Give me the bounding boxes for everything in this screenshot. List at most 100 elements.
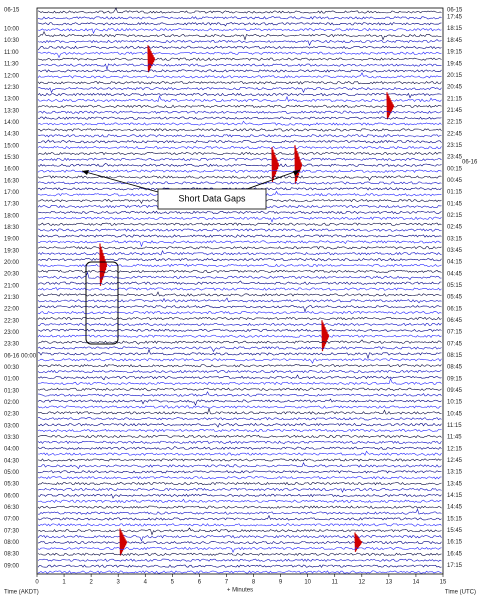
- left-time-label: 05:00: [4, 470, 20, 476]
- right-time-label: 09:45: [447, 388, 463, 394]
- x-tick-label: 6: [198, 580, 202, 586]
- trace: [37, 63, 442, 71]
- right-time-label: 16:45: [447, 551, 463, 557]
- trace: [37, 364, 442, 368]
- left-time-label: 23:30: [4, 342, 20, 348]
- right-time-label: 03:15: [447, 236, 463, 242]
- right-time-label: 03:45: [447, 248, 463, 254]
- left-time-label: 22:00: [4, 307, 20, 313]
- left-time-label: 08:30: [4, 552, 20, 558]
- highlight-box: [85, 261, 119, 345]
- right-time-label: 05:15: [447, 283, 463, 289]
- trace: [37, 398, 442, 406]
- right-time-label: 11:45: [447, 435, 462, 441]
- x-tick-label: 0: [35, 580, 39, 586]
- trace: [37, 564, 442, 568]
- right-time-label: 02:15: [447, 213, 463, 219]
- right-time-label: 09:15: [447, 376, 463, 382]
- right-time-label: 18:15: [447, 26, 463, 32]
- trace: [37, 228, 442, 232]
- trace: [37, 316, 442, 321]
- trace: [37, 269, 442, 273]
- left-time-label: 02:30: [4, 412, 20, 418]
- right-time-label: 07:45: [447, 341, 463, 347]
- trace: [37, 348, 442, 360]
- left-time-label: 11:00: [4, 50, 19, 56]
- trace: [37, 374, 442, 381]
- x-tick-label: 1: [62, 580, 66, 586]
- right-time-label: 04:15: [447, 260, 463, 266]
- x-tick-label: 12: [358, 580, 365, 586]
- right-time-label: 15:15: [447, 516, 463, 522]
- right-date: 06-16: [462, 160, 478, 166]
- trace: [37, 505, 442, 509]
- left-time-label: 18:30: [4, 225, 20, 231]
- arrow: [81, 170, 159, 193]
- left-time-label: 22:30: [4, 318, 20, 324]
- right-time-label: 14:45: [447, 505, 463, 511]
- left-time-label: 14:30: [4, 132, 20, 138]
- right-time-label: 23:15: [447, 143, 463, 149]
- trace: [37, 493, 442, 499]
- trace: [37, 280, 442, 285]
- trace: [37, 346, 442, 353]
- right-time-label: 17:45: [447, 15, 463, 21]
- right-time-label: 01:15: [447, 190, 463, 196]
- right-time-label: 04:45: [447, 271, 463, 277]
- trace: [37, 391, 442, 397]
- trace: [37, 417, 442, 421]
- trace: [37, 86, 442, 94]
- left-time-label: 01:00: [4, 377, 20, 383]
- x-tick-label: 10: [304, 580, 311, 586]
- left-time-label: 23:00: [4, 330, 20, 336]
- right-time-label: 22:45: [447, 131, 463, 137]
- left-time-label: 17:00: [4, 190, 20, 196]
- right-time-label: 14:15: [447, 493, 463, 499]
- right-time-label: 13:15: [447, 470, 463, 476]
- x-tick-label: 4: [144, 580, 148, 586]
- x-tick-label: 13: [386, 580, 393, 586]
- left-time-label: 06:30: [4, 505, 20, 511]
- trace: [37, 527, 442, 536]
- trace: [37, 45, 442, 51]
- left-time-label: 04:00: [4, 447, 20, 453]
- left-time-label: 05:30: [4, 482, 20, 488]
- trace: [37, 546, 442, 554]
- trace: [37, 39, 442, 46]
- trace: [37, 16, 442, 20]
- left-time-label: 13:30: [4, 108, 20, 114]
- annotation: Short Data Gaps: [81, 169, 301, 345]
- trace: [37, 481, 442, 486]
- trace: [37, 222, 442, 226]
- event-spike: [321, 320, 330, 352]
- trace: [37, 92, 442, 99]
- left-time-label: 14:00: [4, 120, 20, 126]
- left-time-label: 19:30: [4, 248, 20, 254]
- trace: [37, 145, 442, 150]
- right-time-label: 06:45: [447, 318, 463, 324]
- event-spike: [386, 92, 395, 120]
- left-time-label: 03:00: [4, 423, 20, 429]
- trace: [37, 116, 442, 120]
- trace: [37, 498, 442, 503]
- trace: [37, 128, 442, 132]
- trace: [37, 358, 442, 364]
- right-time-label: 06:15: [447, 306, 463, 312]
- trace: [37, 523, 442, 527]
- right-time-label: 19:15: [447, 50, 463, 56]
- left-time-label: 00:30: [4, 365, 20, 371]
- right-time-label: 18:45: [447, 38, 463, 44]
- right-time-label: 15:45: [447, 528, 463, 534]
- trace: [37, 7, 442, 14]
- right-time-label: 12:15: [447, 446, 463, 452]
- left-time-label: 21:30: [4, 295, 20, 301]
- arrow-head: [293, 170, 300, 176]
- right-time-label: 00:15: [447, 166, 463, 172]
- trace: [37, 328, 442, 332]
- event-spike: [147, 45, 156, 73]
- trace: [37, 450, 442, 456]
- trace: [37, 487, 442, 493]
- left-time-label: 03:30: [4, 435, 20, 441]
- trace: [37, 476, 442, 480]
- trace: [37, 28, 442, 34]
